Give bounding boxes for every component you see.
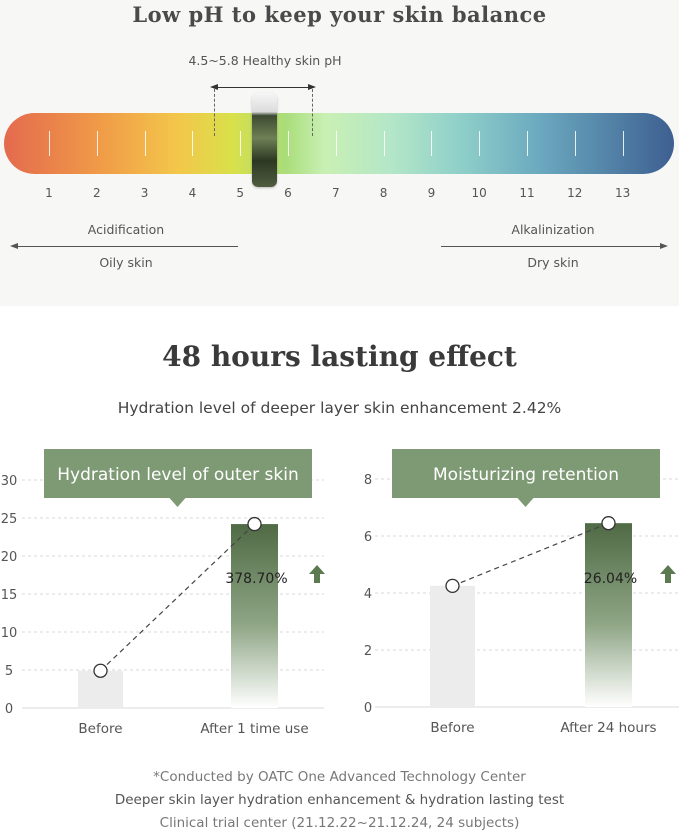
y-tick-label: 15 <box>1 588 18 603</box>
ph-scale-bar <box>4 113 674 174</box>
footer-line-3: Clinical trial center (21.12.22~21.12.24… <box>159 815 520 831</box>
ph-tick <box>574 131 576 156</box>
alkali-arrowhead <box>660 243 668 249</box>
bar-before <box>430 585 475 707</box>
y-tick-label: 0 <box>364 701 372 716</box>
ph-number: 13 <box>614 186 631 200</box>
y-tick-label: 4 <box>364 587 372 602</box>
chart-title-callout <box>392 449 660 498</box>
ph-number: 5 <box>236 186 244 200</box>
ph-section: Low pH to keep your skin balance 4.5~5.8… <box>0 0 679 306</box>
y-tick-label: 20 <box>1 550 18 565</box>
acidification-label: Acidification <box>87 222 165 237</box>
oily-skin-label: Oily skin <box>99 255 153 270</box>
ph-tick <box>288 131 289 156</box>
healthy-arrow-right-head <box>308 84 316 90</box>
ph-tick <box>49 131 50 156</box>
ph-tick <box>192 131 194 156</box>
product-bottle-icon <box>252 93 277 187</box>
chart-2: 0 2 4 6 8 Before After 24 hours 26.04% Moisturiz… <box>364 449 679 736</box>
ph-number: 4 <box>188 186 197 200</box>
chart-title-callout <box>44 449 312 498</box>
effect-title: 48 hours lasting effect <box>162 340 517 373</box>
data-point <box>445 578 460 594</box>
ph-number: 10 <box>471 186 487 200</box>
y-tick-label: 10 <box>1 626 18 641</box>
percent-increase-label: 26.04% <box>584 571 637 587</box>
ph-number: 7 <box>331 186 340 200</box>
footer-line-2: Deeper skin layer hydration enhancement … <box>114 792 565 808</box>
x-tick-label: Before <box>78 721 122 737</box>
data-point <box>93 663 108 678</box>
ph-number: 12 <box>567 186 583 200</box>
chart-title: Hydration level of outer skin <box>57 465 299 485</box>
callout-pointer <box>517 498 534 507</box>
ph-number: 8 <box>379 186 388 200</box>
acid-arrow-line <box>14 246 238 247</box>
ph-number: 6 <box>284 186 292 200</box>
x-tick-label: After 24 hours <box>560 720 656 736</box>
healthy-range-arrow <box>212 87 314 88</box>
ph-tick <box>335 131 337 156</box>
footer-line-1: *Conducted by OATC One Advanced Technolo… <box>153 769 526 785</box>
y-tick-label: 30 <box>1 474 18 489</box>
y-tick-label: 8 <box>364 473 372 488</box>
ph-tick <box>383 131 385 156</box>
ph-tick <box>240 131 242 156</box>
ph-number: 11 <box>519 186 535 200</box>
trend-line <box>452 522 609 587</box>
ph-number: 2 <box>92 186 101 200</box>
x-tick-label: After 1 time use <box>200 721 308 737</box>
y-tick-label: 2 <box>364 644 372 659</box>
percent-increase-label: 378.70% <box>225 571 287 587</box>
alkalinization-label: Alkalinization <box>511 222 595 237</box>
callout-pointer <box>169 498 186 507</box>
ph-tick <box>622 131 624 156</box>
chart-title: Moisturizing retention <box>433 465 619 485</box>
y-tick-label: 25 <box>1 512 18 527</box>
ph-title: Low pH to keep your skin balance <box>132 2 547 27</box>
arrowheads <box>10 84 668 249</box>
up-arrow-icon <box>309 565 325 583</box>
healthy-range-right-dash <box>312 89 313 136</box>
bar-after <box>231 524 278 708</box>
acid-arrowhead <box>10 243 18 249</box>
data-point <box>601 516 616 531</box>
up-arrow-icon <box>660 565 676 583</box>
ph-number: 1 <box>45 186 53 200</box>
ph-tick <box>527 131 528 156</box>
effect-subtitle: Hydration level of deeper layer skin enh… <box>117 399 562 417</box>
ph-tick <box>431 131 433 156</box>
y-tick-label: 5 <box>5 664 13 679</box>
healthy-ph-label: 4.5~5.8 Healthy skin pH <box>188 53 342 68</box>
healthy-arrow-left-head <box>210 84 218 90</box>
ph-number: 9 <box>427 186 436 200</box>
ph-tick <box>144 131 146 156</box>
y-tick-label: 6 <box>364 530 372 545</box>
y-tick-label: 0 <box>5 702 13 717</box>
ph-tick <box>96 131 98 156</box>
x-tick-label: Before <box>430 720 474 736</box>
chart-1: 0 5 10 15 20 25 30 Before After 1 time use 378.70… <box>1 449 325 737</box>
ph-tick <box>479 131 481 156</box>
alkali-arrow-line <box>441 246 665 247</box>
dry-skin-label: Dry skin <box>527 255 579 270</box>
ph-number: 3 <box>140 186 149 200</box>
healthy-range-left-dash <box>214 89 215 136</box>
data-point <box>247 516 262 532</box>
bar-after <box>585 523 632 707</box>
